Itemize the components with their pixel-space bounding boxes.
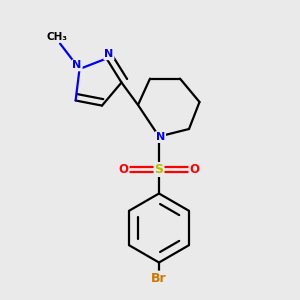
Text: CH₃: CH₃: [46, 32, 68, 42]
Text: Br: Br: [151, 272, 167, 285]
Text: N: N: [104, 49, 113, 59]
Text: S: S: [154, 163, 164, 176]
Text: N: N: [73, 60, 82, 70]
Text: O: O: [189, 163, 200, 176]
Text: O: O: [118, 163, 129, 176]
Text: N: N: [156, 132, 165, 142]
